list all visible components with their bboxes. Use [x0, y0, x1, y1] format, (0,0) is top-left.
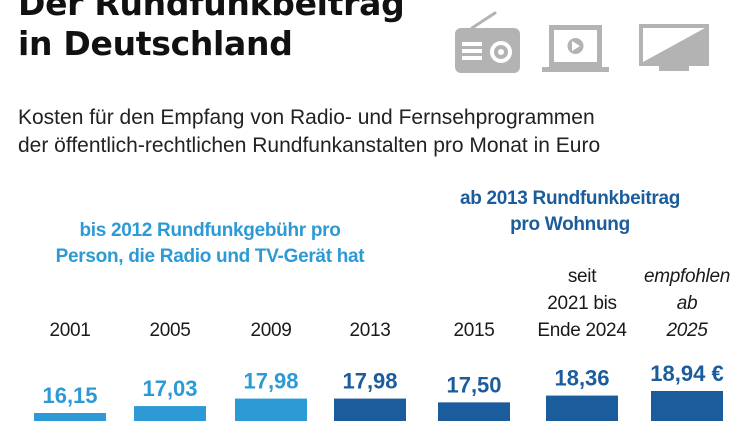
x-axis-label-4: 2013	[315, 317, 425, 344]
era-old-line-2: Person, die Radio und TV-Gerät hat	[55, 246, 365, 267]
x-axis-label-2-line-1: 2005	[149, 320, 191, 341]
bar-1	[34, 413, 106, 421]
bar-value-label-3: 17,98	[243, 369, 298, 394]
device-icons	[455, 11, 709, 73]
x-axis-label-5: 2015	[419, 317, 529, 344]
x-axis-label-3-line-1: 2009	[250, 320, 292, 341]
bar-4	[334, 398, 406, 421]
page-title: Der Rundfunkbeitrag in Deutschland	[18, 0, 405, 64]
bar-value-label-7: 18,94 €	[650, 361, 723, 386]
era-label-from-2013: ab 2013 Rundfunkbeitrag pro Wohnung	[440, 186, 700, 238]
x-axis-label-6-line-3: Ende 2024	[537, 320, 627, 341]
tv-icon	[639, 24, 709, 71]
x-axis-label-7-line-2: ab	[676, 293, 698, 314]
bar-6	[546, 395, 618, 421]
x-axis-label-4-line-1: 2013	[349, 320, 391, 341]
title-line-2: in Deutschland	[18, 24, 293, 63]
bar-value-label-2: 17,03	[142, 376, 197, 401]
era-new-line-2: pro Wohnung	[510, 214, 630, 235]
bar-3	[235, 398, 307, 421]
bar-value-label-5: 17,50	[446, 372, 501, 397]
x-axis-label-7: empfohlen ab 2025	[632, 263, 742, 344]
era-old-line-1: bis 2012 Rundfunkgebühr pro	[79, 220, 341, 241]
title-line-1: Der Rundfunkbeitrag	[18, 0, 405, 23]
x-axis-label-1-line-1: 2001	[49, 320, 91, 341]
x-axis-label-5-line-1: 2015	[453, 320, 495, 341]
laptop-icon	[542, 25, 609, 72]
bar-7	[651, 391, 723, 421]
x-axis-label-6-line-1: seit	[567, 266, 597, 287]
era-new-line-1: ab 2013 Rundfunkbeitrag	[459, 188, 681, 209]
x-axis-label-7-line-3: 2025	[666, 320, 708, 341]
x-axis-label-2: 2005	[115, 317, 225, 344]
bar-value-label-4: 17,98	[342, 369, 397, 394]
bar-5	[438, 402, 510, 421]
radio-icon	[455, 11, 520, 73]
x-axis-label-7-line-1: empfohlen	[643, 266, 731, 287]
subtitle-line-2: der öffentlich-rechtlichen Rundfunkansta…	[18, 134, 601, 157]
bar-2	[134, 406, 206, 421]
x-axis-label-6: seit 2021 bis Ende 2024	[527, 263, 637, 344]
bar-value-label-1: 16,15	[42, 383, 97, 408]
bar-value-label-6: 18,36	[554, 366, 609, 391]
x-axis-label-1: 2001	[15, 317, 125, 344]
x-axis-label-3: 2009	[216, 317, 326, 344]
subtitle-line-1: Kosten für den Empfang von Radio- und Fe…	[18, 106, 595, 129]
x-axis-label-6-line-2: 2021 bis	[547, 293, 617, 314]
subtitle: Kosten für den Empfang von Radio- und Fe…	[18, 104, 600, 160]
era-label-until-2012: bis 2012 Rundfunkgebühr pro Person, die …	[40, 218, 380, 270]
